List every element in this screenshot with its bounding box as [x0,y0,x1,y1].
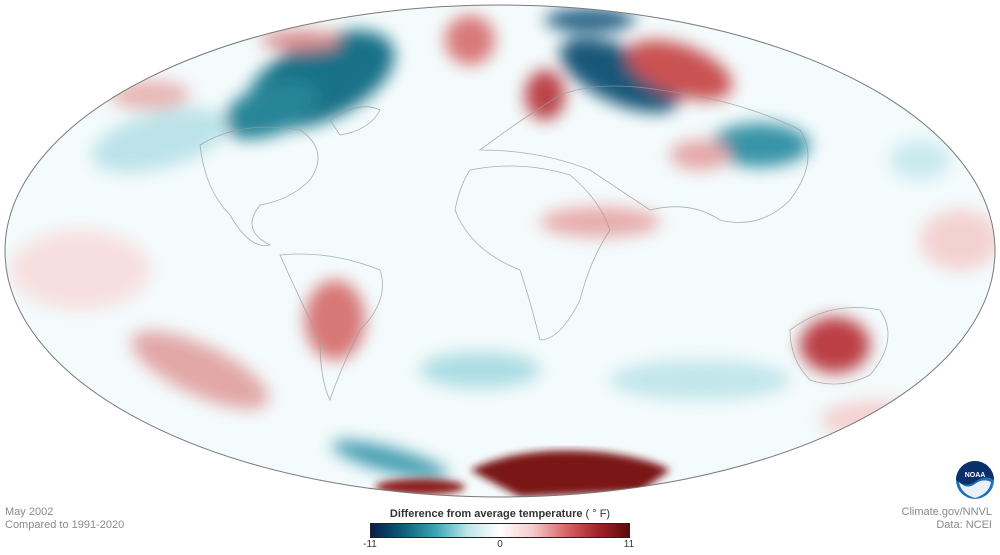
legend-unit: ( ° F) [585,508,611,520]
temperature-anomaly-map [4,4,996,498]
legend-title: Difference from average temperature ( ° … [355,508,645,520]
baseline-label: Compared to 1991-2020 [5,519,125,531]
legend-max-label: 11 [623,539,635,550]
anomaly-field [5,5,995,497]
legend-min-label: -11 [363,539,377,550]
color-legend: Difference from average temperature ( ° … [355,508,645,552]
credits: Climate.gov/NNVL Data: NCEI [902,506,992,532]
data-source-label: Data: NCEI [936,519,992,531]
logo-text: NOAA [965,472,986,479]
legend-title-text: Difference from average temperature [389,508,583,520]
map-caption: May 2002 Compared to 1991-2020 [5,506,124,532]
legend-mid-label: 0 [497,539,503,550]
noaa-logo-icon: NOAA [956,461,994,499]
date-label: May 2002 [5,506,54,518]
source-link[interactable]: Climate.gov/NNVL [901,506,992,518]
continent-outlines [199,85,889,402]
globe-outline [4,4,996,498]
legend-color-bar [370,523,630,538]
